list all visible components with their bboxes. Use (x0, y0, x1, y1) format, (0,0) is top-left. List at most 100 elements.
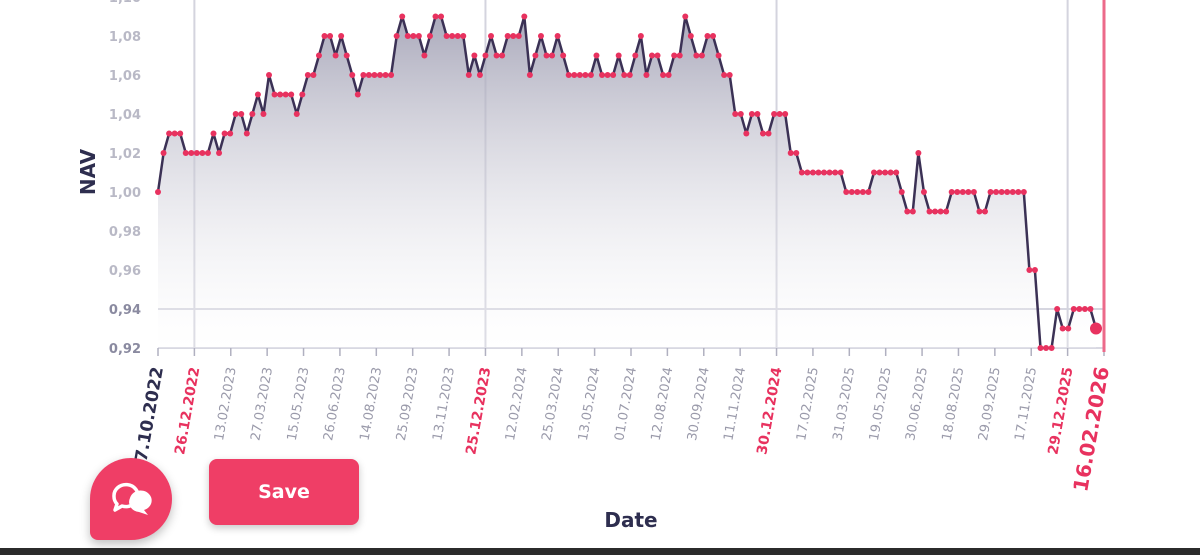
data-point (604, 72, 611, 78)
data-point (454, 33, 461, 39)
data-point (260, 111, 267, 117)
y-axis-label: NAV (76, 148, 100, 195)
data-point (327, 33, 334, 39)
data-point (188, 150, 195, 156)
data-point (471, 52, 478, 59)
data-point (204, 150, 211, 156)
data-point (737, 111, 744, 117)
x-tick-label: 31.03.2025 (831, 366, 859, 442)
data-point (438, 13, 445, 20)
y-tick-label: 1,08 (109, 30, 141, 45)
data-point (210, 130, 217, 137)
nav-area-fill (158, 16, 1096, 348)
data-point (798, 169, 805, 176)
data-point (1081, 306, 1088, 312)
data-point (898, 189, 905, 195)
data-point (227, 130, 234, 137)
data-point (959, 189, 966, 195)
x-tick-label: 13.11.2023 (430, 366, 458, 442)
y-tick-label: 0,98 (109, 225, 141, 240)
data-point (404, 33, 411, 39)
data-point (587, 72, 594, 78)
data-point (660, 72, 667, 78)
data-point (815, 169, 822, 176)
data-point (654, 52, 661, 59)
data-point (482, 52, 489, 59)
x-tick-label: 30.09.2024 (685, 366, 713, 442)
x-tick-label: 11.11.2024 (721, 366, 749, 442)
data-point (732, 111, 739, 117)
data-point (1004, 189, 1011, 195)
data-point (266, 72, 273, 78)
data-point (315, 52, 322, 59)
data-point (637, 33, 644, 39)
data-point (493, 52, 500, 59)
x-tick-label: 17.02.2025 (794, 366, 822, 442)
data-point (582, 72, 589, 78)
data-point (776, 111, 783, 117)
data-point (748, 111, 755, 117)
data-point (388, 72, 395, 78)
data-point (771, 111, 778, 117)
data-point (676, 52, 683, 59)
data-point (687, 33, 694, 39)
data-point (621, 72, 628, 78)
data-point (632, 52, 639, 59)
data-point (421, 52, 428, 59)
data-point (610, 72, 617, 78)
bottom-bar (0, 548, 1200, 555)
data-point (332, 52, 339, 59)
data-point (1037, 345, 1044, 351)
data-point (515, 33, 522, 39)
chat-button[interactable] (90, 458, 172, 540)
data-point (504, 33, 511, 39)
data-point (510, 33, 517, 39)
data-point (726, 72, 733, 78)
data-point (665, 72, 672, 78)
data-point (970, 189, 977, 195)
data-point (537, 33, 544, 39)
x-tick-label: 13.02.2023 (212, 366, 240, 442)
y-tick-label: 1,02 (109, 147, 141, 162)
data-point (648, 52, 655, 59)
data-point (693, 52, 700, 59)
data-point (909, 208, 916, 215)
data-point (399, 13, 406, 20)
current-value-marker[interactable] (1090, 322, 1102, 335)
x-tick-label: 16.02.2026 (1068, 365, 1114, 494)
data-point (704, 33, 711, 39)
data-point (832, 169, 839, 176)
data-point (1087, 306, 1094, 312)
data-point (1009, 189, 1016, 195)
data-point (787, 150, 794, 156)
data-point (754, 111, 761, 117)
data-point (488, 33, 495, 39)
data-point (1043, 345, 1050, 351)
x-tick-label: 30.12.2024 (754, 366, 785, 456)
x-tick-label: 29.12.2025 (1045, 366, 1076, 456)
data-point (1026, 267, 1033, 273)
data-point (415, 33, 422, 39)
data-point (343, 52, 350, 59)
data-point (759, 130, 766, 137)
save-button[interactable]: Save (209, 459, 359, 525)
data-point (410, 33, 417, 39)
x-tick-label: 13.05.2024 (576, 366, 604, 442)
data-point (521, 13, 528, 20)
data-point (826, 169, 833, 176)
data-point (926, 208, 933, 215)
data-point (371, 72, 378, 78)
x-tick-label: 25.03.2024 (539, 366, 567, 442)
data-point (277, 91, 284, 98)
data-point (843, 189, 850, 195)
x-tick-label: 14.08.2023 (358, 366, 386, 442)
data-point (865, 189, 872, 195)
data-point (859, 189, 866, 195)
data-point (365, 72, 372, 78)
chat-bubbles-icon (112, 482, 152, 515)
data-point (565, 72, 572, 78)
data-point (171, 130, 178, 137)
data-point (893, 169, 900, 176)
x-tick-label: 26.12.2022 (172, 366, 203, 456)
